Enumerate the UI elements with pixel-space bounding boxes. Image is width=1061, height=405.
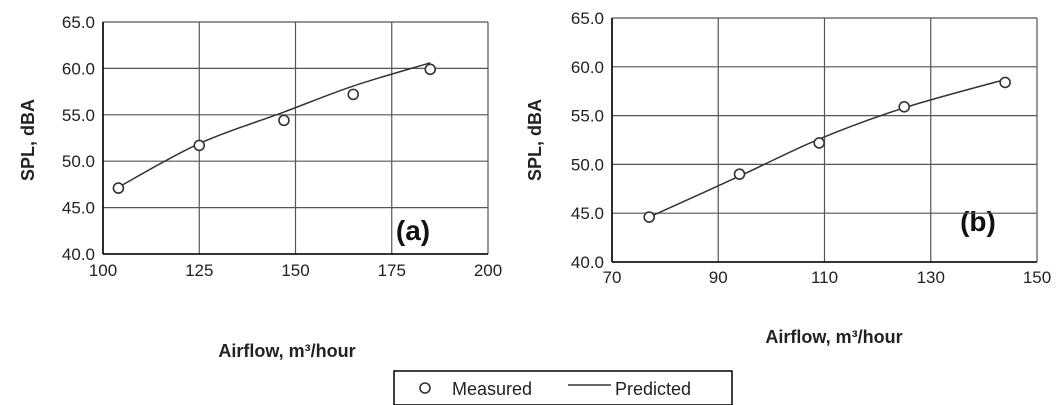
panel-a-y-tick-label: 55.0 [62,106,95,125]
panel-b-x-tick-label: 110 [811,268,838,287]
panel-b-y-tick-label: 40.0 [571,253,604,272]
panel-a-tag: (a) [396,215,430,246]
panel-b-x-tick-label: 70 [603,268,622,287]
panel-a-y-axis-label: SPL, dBA [18,99,38,181]
panel-a-measured-point [424,63,437,76]
panel-a-measured-point [278,114,290,127]
panel-b-measured-point [898,101,910,113]
panel-a-y-tick-label: 65.0 [62,13,95,32]
panel-a-x-tick-label: 200 [474,261,502,280]
legend-measured-label: Measured [452,379,532,399]
panel-a-x-tick-label: 175 [378,261,406,280]
panel-b-measured-point [999,76,1011,89]
panel-a-x-axis-label: Airflow, m³/hour [218,341,355,361]
panel-a-y-tick-label: 50.0 [62,152,95,171]
panel-b-tag: (b) [960,206,996,237]
panel-a-x-tick-label: 150 [281,261,309,280]
panel-b-measured-point [643,211,655,223]
panel-b-x-tick-label: 150 [1023,268,1051,287]
panel-b-y-tick-label: 65.0 [571,9,604,28]
panel-b-y-tick-label: 50.0 [571,155,604,174]
panel-b-x-tick-label: 90 [709,268,728,287]
panel-a-predicted-line [118,62,431,188]
panel-b-x-tick-label: 130 [917,268,945,287]
panel-b-y-tick-label: 55.0 [571,107,604,126]
panel-a-measured-point [347,88,360,101]
panel-b-measured-point [813,137,825,149]
chart-panel-a: SPL, dBA Airflow, m³/hour (a) 40.0 45.0 50… [18,13,502,361]
legend-box [393,370,733,405]
panel-a-measured-point [112,182,125,194]
panel-b-y-tick-label: 60.0 [571,58,604,77]
legend-predicted-label: Predicted [615,379,691,399]
legend: Measured Predicted [393,370,733,405]
legend-measured-marker [419,382,431,394]
panel-b-measured-point [733,168,746,180]
panel-a-x-tick-label: 125 [185,261,213,280]
panel-b-predicted-line [648,78,1006,218]
panel-b-y-tick-label: 45.0 [571,204,604,223]
panel-a-y-tick-label: 40.0 [62,245,95,264]
panel-a-measured-point [193,139,206,152]
panel-a-y-tick-label: 45.0 [62,199,95,218]
panel-b-y-axis-label: SPL, dBA [525,99,545,181]
panel-b-x-axis-label: Airflow, m³/hour [765,327,902,347]
panel-a-y-tick-label: 60.0 [62,59,95,78]
panel-a-x-tick-label: 100 [89,261,117,280]
chart-panel-b: SPL, dBA Airflow, m³/hour (b) 40.0 45.0 50… [525,9,1051,347]
